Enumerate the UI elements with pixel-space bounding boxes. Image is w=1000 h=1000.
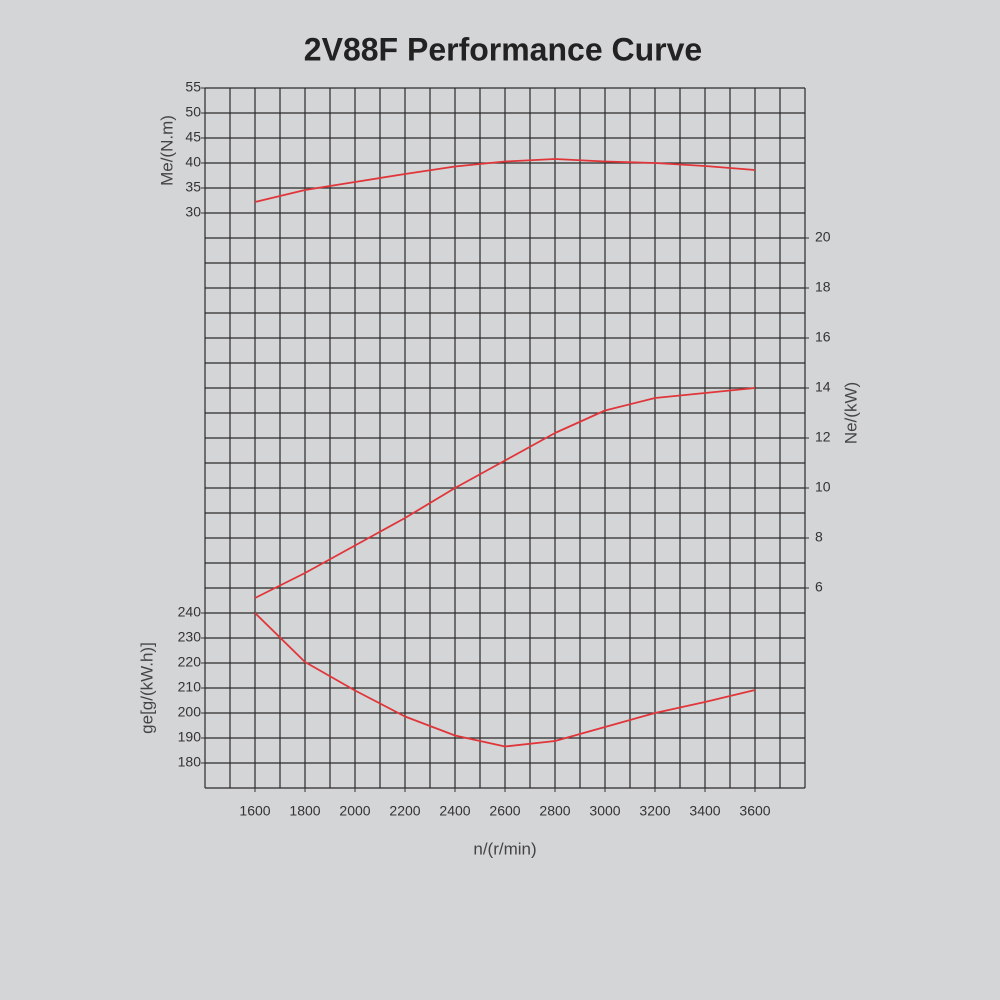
data-line	[254, 387, 756, 599]
y-tick-label: 210	[178, 679, 202, 695]
y-tick-label: 12	[815, 429, 831, 445]
y-tick-label: 14	[815, 379, 831, 395]
x-tick-label: 3600	[739, 803, 770, 819]
y-tick-label: 50	[185, 104, 201, 120]
y-tick-label: 45	[185, 129, 201, 145]
y-axis-label: ge[g/(kW.h)]	[137, 642, 156, 734]
y-tick-label: 30	[185, 204, 201, 220]
x-tick-label: 3200	[639, 803, 670, 819]
y-tick-label: 16	[815, 329, 831, 345]
y-tick-label: 40	[185, 154, 201, 170]
x-tick-label: 2000	[339, 803, 370, 819]
x-tick-label: 3000	[589, 803, 620, 819]
x-tick-label: 1600	[239, 803, 270, 819]
y-tick-label: 10	[815, 479, 831, 495]
data-line	[254, 158, 756, 203]
y-tick-label: 35	[185, 179, 201, 195]
y-tick-label: 230	[178, 629, 202, 645]
y-tick-label: 190	[178, 729, 202, 745]
x-tick-label: 2400	[439, 803, 470, 819]
y-tick-label: 18	[815, 279, 831, 295]
y-tick-label: 20	[815, 229, 831, 245]
y-axis-label: Me/(N.m)	[157, 115, 176, 186]
x-tick-label: 2200	[389, 803, 420, 819]
x-tick-label: 1800	[289, 803, 320, 819]
chart-title: 2V88F Performance Curve	[304, 31, 702, 67]
y-tick-label: 200	[178, 704, 202, 720]
x-tick-label: 3400	[689, 803, 720, 819]
x-tick-label: 2800	[539, 803, 570, 819]
y-tick-label: 8	[815, 529, 823, 545]
y-tick-label: 55	[185, 79, 201, 95]
data-line	[254, 612, 756, 748]
y-tick-label: 240	[178, 604, 202, 620]
x-tick-label: 2600	[489, 803, 520, 819]
x-axis-label: n/(r/min)	[473, 839, 536, 858]
y-tick-label: 220	[178, 654, 202, 670]
y-tick-label: 180	[178, 754, 202, 770]
y-axis-label: Ne/(kW)	[841, 382, 860, 444]
y-tick-label: 6	[815, 579, 823, 595]
